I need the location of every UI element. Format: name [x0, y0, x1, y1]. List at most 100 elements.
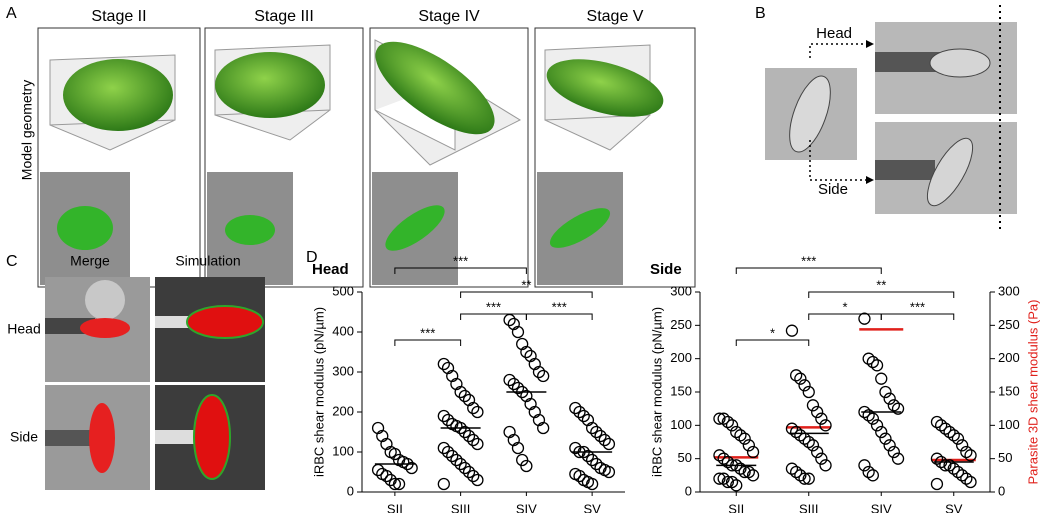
y2-axis-label: Parasite 3D shear modulus (Pa)	[1025, 300, 1040, 485]
chart-title: Side	[650, 261, 682, 278]
data-point	[785, 462, 799, 475]
data-point	[819, 459, 832, 472]
data-point	[602, 437, 616, 451]
y-tick-label: 300	[670, 283, 692, 298]
data-point	[471, 405, 484, 419]
data-point	[951, 465, 965, 479]
data-point	[798, 379, 811, 392]
data-point	[454, 385, 467, 399]
data-point	[462, 465, 476, 479]
data-point	[879, 432, 892, 445]
data-point	[866, 469, 879, 482]
y-tick-label: 50	[678, 450, 692, 465]
data-point	[875, 372, 888, 385]
data-point	[806, 399, 820, 412]
data-point	[811, 405, 824, 419]
data-point	[746, 445, 760, 459]
data-point	[964, 475, 977, 489]
significance-label: **	[521, 277, 531, 292]
significance-bracket	[735, 339, 810, 346]
stage-title: Stage III	[254, 8, 314, 25]
significance-label: ***	[910, 299, 925, 314]
panel-letter: D	[306, 249, 318, 266]
data-point	[930, 415, 944, 429]
significance-label: ***	[420, 325, 435, 340]
data-point	[879, 385, 892, 399]
data-point	[462, 429, 476, 443]
data-point	[532, 365, 546, 379]
data-point	[947, 429, 960, 442]
data-point	[441, 445, 455, 459]
data-point	[930, 452, 944, 465]
data-point	[738, 432, 751, 445]
data-point	[380, 469, 393, 483]
data-point	[875, 425, 888, 439]
data-point	[785, 422, 799, 435]
data-point	[405, 461, 418, 475]
data-point	[742, 465, 755, 479]
significance-bracket	[460, 291, 593, 298]
data-point	[721, 455, 734, 469]
data-point	[794, 469, 807, 482]
data-point	[806, 439, 820, 452]
data-point	[862, 465, 875, 479]
y2-tick-label: 0	[998, 483, 1005, 498]
data-point	[721, 415, 734, 429]
x-tick-label: SIV	[871, 501, 892, 513]
significance-bracket	[808, 291, 955, 298]
data-point	[960, 472, 973, 485]
data-point	[471, 437, 484, 451]
data-point	[947, 462, 960, 475]
micrographs	[765, 5, 1017, 230]
significance-label: *	[770, 325, 775, 340]
data-point	[862, 409, 875, 422]
x-tick-label: SIII	[799, 501, 819, 513]
data-point	[943, 459, 956, 472]
y2-tick-label: 50	[998, 450, 1012, 465]
data-point	[458, 461, 471, 475]
data-point	[858, 312, 871, 325]
data-point	[798, 472, 811, 485]
data-point	[730, 479, 743, 492]
data-point	[602, 465, 616, 479]
significance-bracket	[394, 339, 462, 346]
x-tick-label: SV	[583, 501, 601, 513]
y2-tick-label: 250	[998, 317, 1020, 332]
data-point	[717, 472, 730, 485]
data-point	[811, 445, 824, 459]
data-point	[569, 401, 582, 415]
data-point	[943, 425, 956, 439]
data-point	[467, 401, 480, 415]
stage-title: Stage IV	[418, 8, 480, 25]
data-point	[713, 412, 726, 425]
data-point	[930, 477, 944, 491]
x-tick-label: SII	[728, 501, 744, 513]
panel-letter: B	[755, 5, 766, 22]
row-label: Head	[7, 321, 40, 337]
panel-letter: C	[6, 253, 18, 270]
data-point	[725, 419, 739, 432]
x-tick-label: SIV	[516, 501, 537, 513]
significance-bracket	[525, 313, 593, 320]
x-tick-label: SIII	[451, 501, 471, 513]
y-axis-label: iRBC shear modulus (pN/µm)	[311, 307, 326, 477]
simulation-images	[45, 277, 265, 490]
data-point	[725, 475, 739, 489]
y-tick-label: 250	[670, 317, 692, 332]
data-point	[956, 439, 969, 452]
significance-label: *	[842, 299, 847, 314]
data-point	[802, 385, 815, 399]
data-point	[956, 469, 969, 482]
row-label: Side	[10, 429, 38, 445]
panel-letter: A	[6, 5, 17, 22]
data-point	[437, 441, 450, 455]
data-point	[721, 475, 734, 489]
data-point	[960, 445, 973, 459]
y2-tick-label: 200	[998, 350, 1020, 365]
significance-bracket	[394, 267, 527, 274]
y2-tick-label: 300	[998, 283, 1020, 298]
column-label: Merge	[70, 253, 110, 269]
data-point	[520, 345, 533, 359]
data-point	[503, 373, 516, 387]
